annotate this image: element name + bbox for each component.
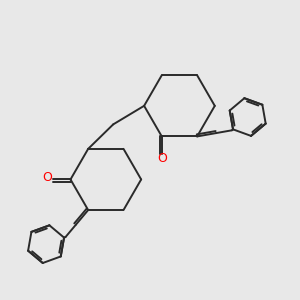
Text: O: O: [42, 172, 52, 184]
Text: O: O: [157, 152, 167, 165]
